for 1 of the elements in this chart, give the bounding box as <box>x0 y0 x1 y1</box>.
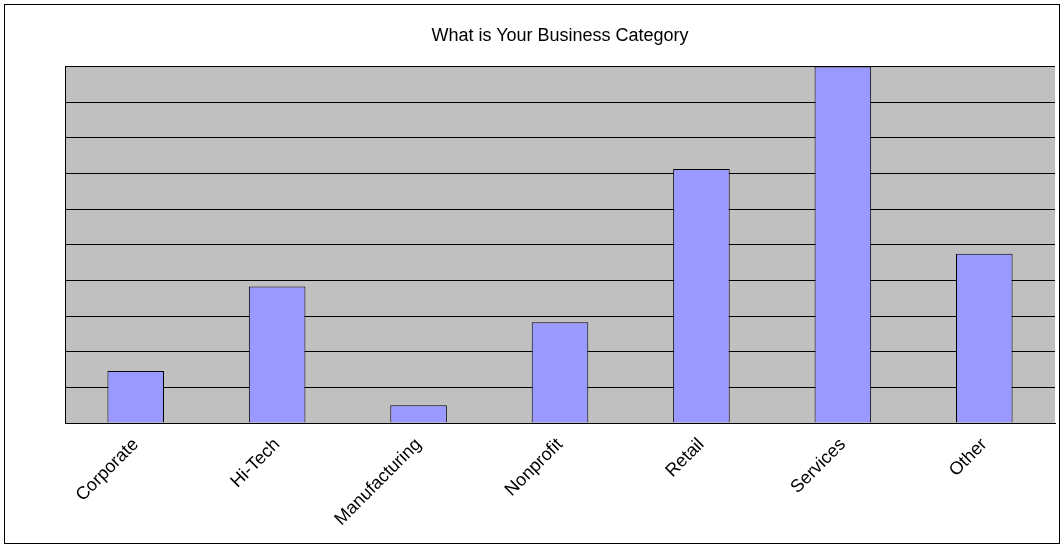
chart-title: What is Your Business Category <box>431 24 689 45</box>
